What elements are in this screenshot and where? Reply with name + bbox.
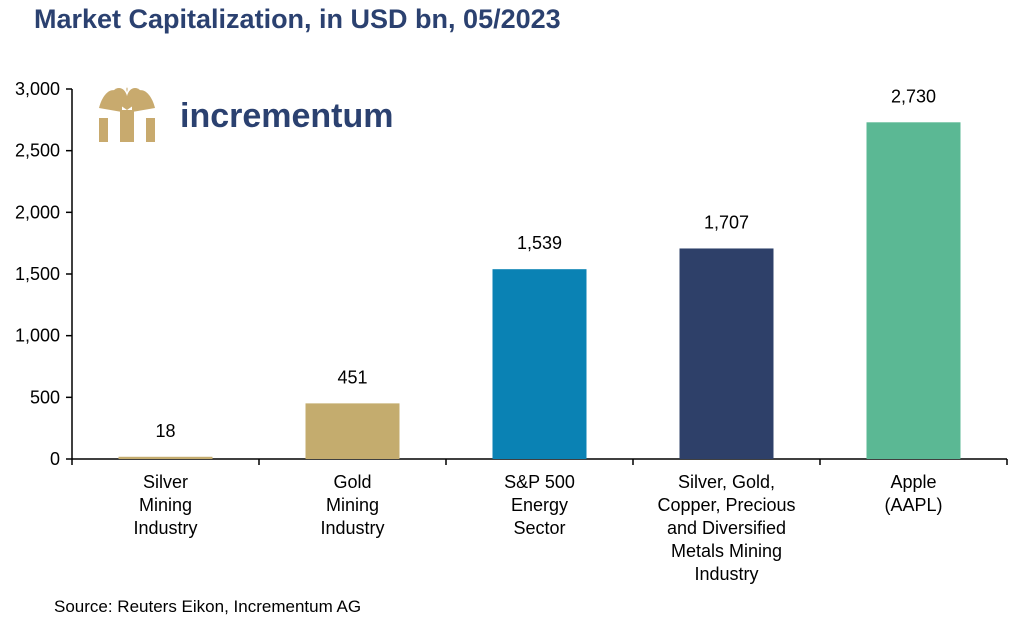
category-label-line: Industry	[694, 564, 758, 584]
category-label-line: Metals Mining	[671, 541, 782, 561]
category-label-line: Mining	[326, 495, 379, 515]
category-label-line: Apple	[890, 472, 936, 492]
bar	[305, 403, 400, 459]
category-label-line: Sector	[513, 518, 565, 538]
bar-value-label: 1,539	[517, 233, 562, 253]
category-label-line: Mining	[139, 495, 192, 515]
category-label: Silver, Gold, Copper, Precious and Diversi…	[657, 472, 795, 584]
source-note: Source: Reuters Eikon, Incrementum AG	[54, 597, 362, 616]
category-label: S&P 500 Energy Sector	[504, 472, 575, 538]
category-label-line: Gold	[333, 472, 371, 492]
bar	[866, 122, 961, 460]
bar	[492, 269, 587, 459]
category-label-line: Silver, Gold,	[678, 472, 775, 492]
logo-text: incrementum	[180, 97, 394, 135]
category-label-line: (AAPL)	[884, 495, 942, 515]
category-label: Silver Mining Industry	[133, 472, 197, 538]
bar	[679, 248, 774, 459]
category-label: Gold Mining Industry	[320, 472, 384, 538]
category-label-line: and Diversified	[667, 518, 786, 538]
y-tick-label: 500	[30, 387, 60, 407]
bar-value-label: 451	[337, 367, 367, 387]
category-label-line: S&P 500	[504, 472, 575, 492]
category-label-line: Copper, Precious	[657, 495, 795, 515]
y-tick-label: 1,000	[15, 326, 60, 346]
bar	[118, 456, 213, 459]
category-label-line: Industry	[320, 518, 384, 538]
logo: incrementum	[99, 87, 394, 142]
bar-value-label: 2,730	[891, 86, 936, 106]
bar-value-label: 18	[155, 421, 175, 441]
y-tick-label: 2,000	[15, 202, 60, 222]
y-tick-label: 3,000	[15, 79, 60, 99]
y-tick-label: 1,500	[15, 264, 60, 284]
tree-icon	[99, 87, 155, 142]
category-label: Apple (AAPL)	[884, 472, 942, 515]
bar-value-label: 1,707	[704, 212, 749, 232]
y-tick-label: 2,500	[15, 141, 60, 161]
chart-title: Market Capitalization, in USD bn, 05/202…	[34, 4, 561, 34]
category-label-line: Energy	[511, 495, 568, 515]
category-label-line: Industry	[133, 518, 197, 538]
y-tick-label: 0	[50, 449, 60, 469]
category-label-line: Silver	[143, 472, 188, 492]
